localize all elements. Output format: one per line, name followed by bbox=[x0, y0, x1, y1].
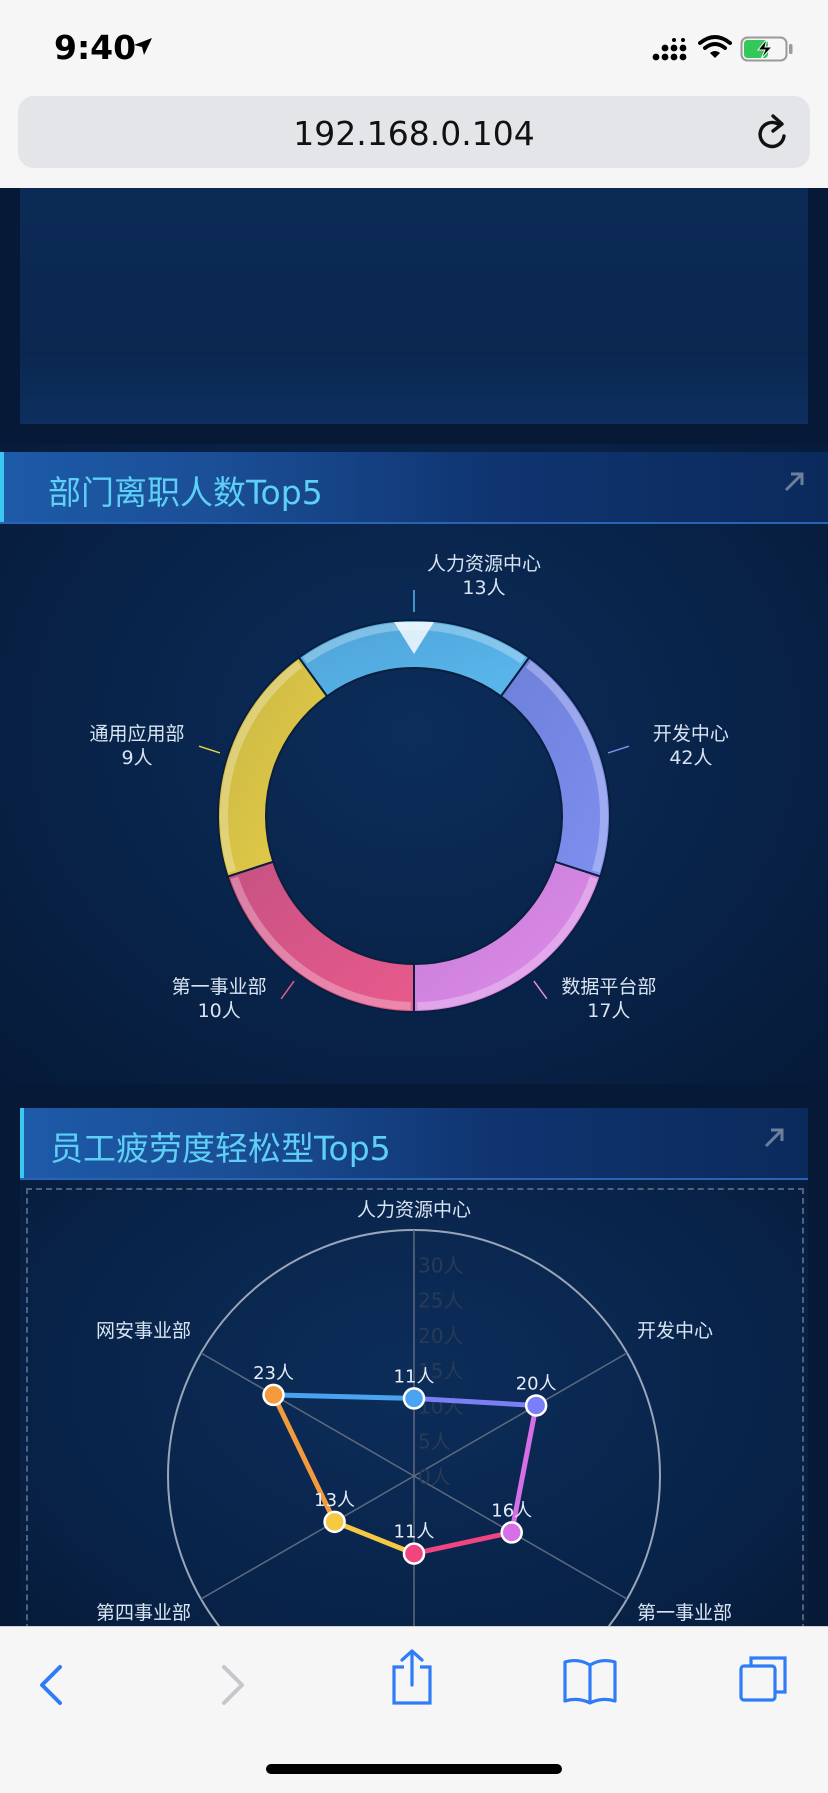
donut-slice-highlight bbox=[525, 661, 608, 873]
fatigue-section: 员工疲劳度轻松型Top5 0人 5人 10人 15人 20人 25人 30人 人力资源中心 开发… bbox=[20, 1108, 808, 1626]
donut-slice-highlight bbox=[230, 876, 411, 1010]
radar-spoke bbox=[200, 1352, 415, 1477]
radar-point[interactable] bbox=[500, 1521, 523, 1544]
radar-axis-label: 第四事业部 bbox=[96, 1602, 191, 1624]
radar-axis-label: 网安事业部 bbox=[96, 1320, 191, 1342]
wifi-icon bbox=[698, 35, 732, 58]
donut-label-value: 42人 bbox=[669, 747, 712, 769]
radar-series-edge bbox=[271, 1392, 338, 1525]
reload-icon[interactable] bbox=[754, 112, 792, 152]
radar-point[interactable] bbox=[524, 1394, 548, 1417]
location-arrow-icon bbox=[134, 38, 152, 55]
donut-leader-line bbox=[607, 745, 630, 754]
radar-point[interactable] bbox=[402, 1542, 426, 1565]
radar-axis-label: 人力资源中心 bbox=[357, 1199, 471, 1221]
donut-slice[interactable] bbox=[217, 656, 329, 878]
bookmarks-icon[interactable] bbox=[562, 1657, 618, 1705]
expand-icon[interactable] bbox=[762, 1126, 786, 1150]
radar-point-label: 13人 bbox=[314, 1490, 355, 1511]
status-time: 9:40 bbox=[54, 28, 137, 67]
donut-label-category: 人力资源中心 bbox=[427, 553, 541, 575]
browser-address-bar: 192.168.0.104 bbox=[0, 96, 828, 189]
radar-point[interactable] bbox=[402, 1387, 426, 1410]
radar-point[interactable] bbox=[262, 1383, 285, 1407]
header-divider bbox=[0, 522, 828, 524]
donut-label-value: 17人 bbox=[587, 1000, 630, 1022]
cellular-signal-icon bbox=[652, 38, 687, 61]
donut-label-category: 通用应用部 bbox=[90, 723, 185, 745]
radar-point[interactable] bbox=[323, 1510, 346, 1534]
radar-spoke bbox=[413, 1352, 628, 1477]
section-header: 部门离职人数Top5 bbox=[0, 452, 828, 524]
radar-series-edge bbox=[332, 1519, 417, 1557]
radar-point-label: 11人 bbox=[394, 1522, 435, 1543]
donut-leader-line bbox=[533, 980, 548, 1000]
section-title: 员工疲劳度轻松型Top5 bbox=[50, 1129, 391, 1168]
donut-leader-line bbox=[280, 980, 295, 1000]
battery-charging-icon bbox=[740, 36, 793, 62]
radar-series-edge bbox=[411, 1395, 539, 1408]
donut-label-value: 13人 bbox=[462, 577, 505, 599]
radar-tick-label: 20人 bbox=[418, 1324, 463, 1348]
header-accent-bar bbox=[20, 1108, 24, 1180]
home-indicator bbox=[266, 1764, 562, 1774]
chart-frame bbox=[26, 1188, 804, 1626]
donut-slice-highlight bbox=[220, 661, 303, 873]
radar-tick-label: 5人 bbox=[418, 1430, 451, 1454]
donut-label-category: 数据平台部 bbox=[561, 976, 656, 998]
donut-label-category: 第一事业部 bbox=[172, 976, 267, 998]
donut-label-value: 9人 bbox=[122, 747, 153, 769]
header-divider bbox=[20, 1178, 808, 1180]
radar-axis-label: 开发中心 bbox=[637, 1320, 713, 1342]
radar-point-label: 11人 bbox=[394, 1366, 435, 1387]
donut-slice-highlight bbox=[417, 876, 598, 1010]
forward-icon[interactable] bbox=[218, 1663, 248, 1707]
expand-icon[interactable] bbox=[782, 470, 806, 494]
header-accent-bar bbox=[0, 452, 4, 524]
radar-tick-label: 30人 bbox=[418, 1253, 463, 1277]
radar-chart: 0人5人10人15人20人25人30人人力资源中心开发中心第一事业部第五事业部第… bbox=[96, 1199, 732, 1626]
status-bar: 9:40 bbox=[0, 0, 828, 96]
url-field[interactable]: 192.168.0.104 bbox=[18, 96, 810, 168]
radar-tick-label: 25人 bbox=[418, 1289, 463, 1313]
donut-label-category: 开发中心 bbox=[653, 723, 729, 745]
radar-point-label: 23人 bbox=[253, 1363, 294, 1384]
header-background bbox=[4, 452, 828, 524]
share-icon[interactable] bbox=[390, 1649, 434, 1705]
donut-pointer bbox=[394, 622, 434, 654]
turnover-section: 部门离职人数Top5 人力资源中心 13人开发中心 42人数据平台部 17人 第一事业部… bbox=[0, 444, 828, 1084]
tabs-icon[interactable] bbox=[738, 1653, 790, 1705]
section-title: 部门离职人数Top5 bbox=[48, 473, 323, 512]
dashboard-content: 部门离职人数Top5 人力资源中心 13人 开发中心 42人 数据平台部 17人 第一事业部… bbox=[0, 188, 828, 1626]
radar-spoke bbox=[200, 1475, 415, 1600]
back-icon[interactable] bbox=[36, 1663, 66, 1707]
radar-series-edge bbox=[509, 1402, 539, 1535]
radar-tick-label: 0人 bbox=[418, 1465, 451, 1489]
radar-series-edge bbox=[271, 1392, 417, 1401]
radar-point-label: 20人 bbox=[516, 1373, 557, 1394]
top-panel bbox=[20, 188, 808, 424]
radar-point-label: 16人 bbox=[491, 1500, 532, 1521]
url-text: 192.168.0.104 bbox=[293, 114, 535, 153]
section-header: 员工疲劳度轻松型Top5 bbox=[20, 1108, 808, 1180]
radar-axis-label: 第一事业部 bbox=[637, 1602, 732, 1624]
radar-tick-label: 15人 bbox=[418, 1359, 463, 1383]
header-background bbox=[24, 1108, 808, 1180]
donut-label-value: 10人 bbox=[198, 1000, 241, 1022]
radar-series-edge bbox=[411, 1529, 515, 1557]
donut-leader-line bbox=[198, 745, 221, 754]
